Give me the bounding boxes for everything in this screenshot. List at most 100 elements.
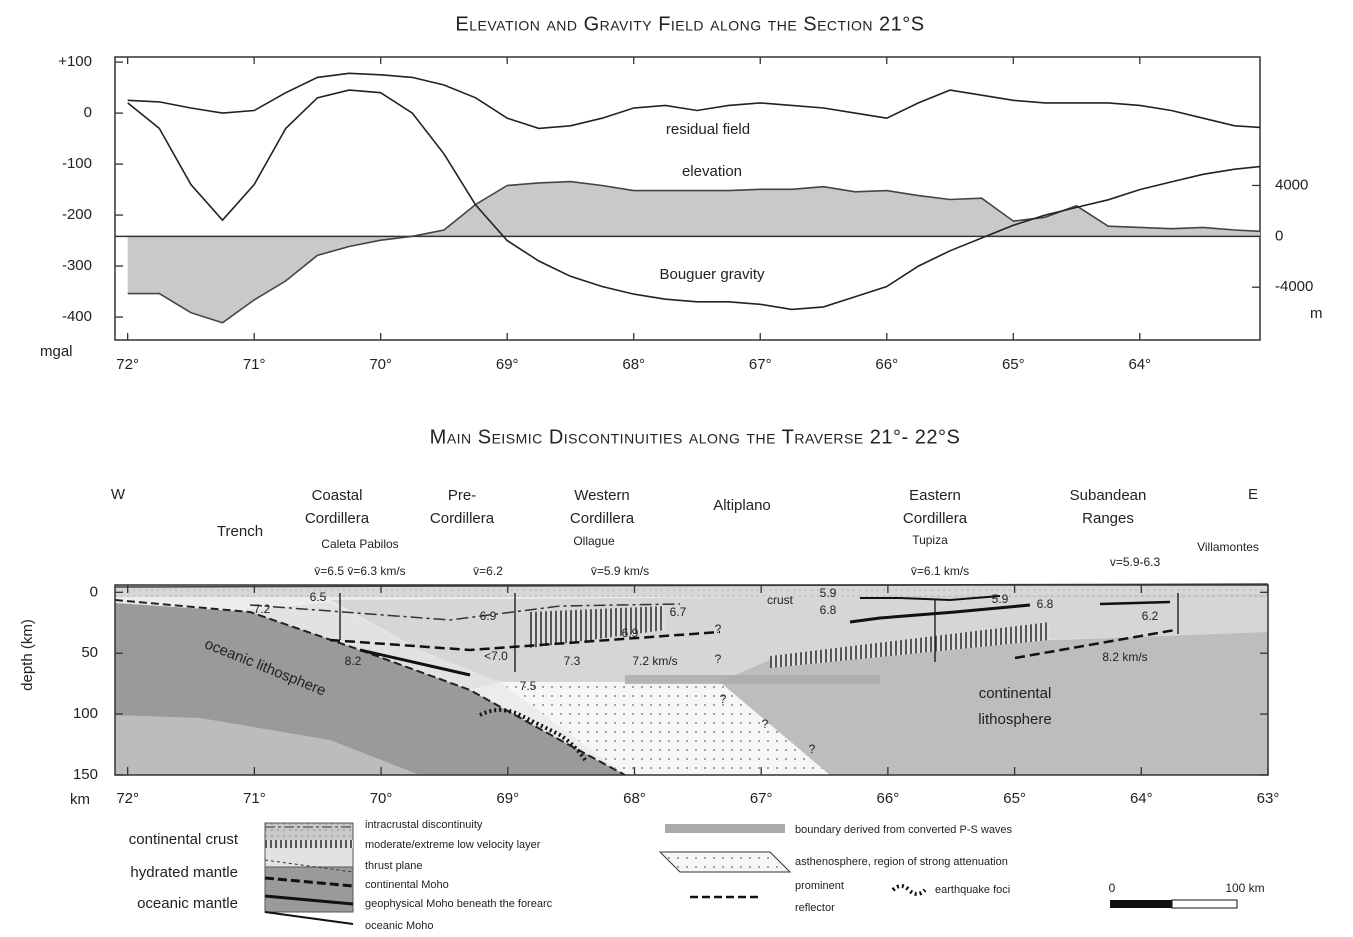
legend-label: geophysical Moho beneath the forearc — [365, 898, 553, 910]
y-tick-label: 50 — [81, 644, 98, 661]
legend-label: moderate/extreme low velocity layer — [365, 839, 541, 851]
y-tick-label: 0 — [84, 104, 92, 121]
x-tick-label: 67° — [749, 356, 772, 373]
x-tick-label: 68° — [622, 356, 645, 373]
x-tick-label: 64° — [1130, 790, 1153, 807]
legend-label: oceanic Moho — [365, 920, 434, 932]
region-label: Cordillera — [570, 510, 635, 527]
figure: Elevation and Gravity Field along the Se… — [0, 0, 1353, 937]
region-label: Cordillera — [903, 510, 968, 527]
y-tick-label: -200 — [62, 206, 92, 223]
annotation: 7.2 km/s — [632, 654, 677, 668]
annotation: crust — [767, 593, 794, 607]
region-label: Cordillera — [430, 510, 495, 527]
y2-axis-unit: m — [1310, 305, 1323, 322]
annotation: 7.5 — [520, 679, 537, 693]
annotation: ? — [762, 717, 769, 731]
region-label: Ranges — [1082, 510, 1134, 527]
legend-label: boundary derived from converted P-S wave… — [795, 824, 1013, 836]
scale-bar — [1110, 900, 1172, 908]
y2-tick-label: 0 — [1275, 227, 1283, 244]
body-label: lithosphere — [978, 711, 1051, 728]
annotation: 6.2 — [1142, 609, 1159, 623]
y-tick-label: -400 — [62, 308, 92, 325]
x-tick-label: 71° — [243, 790, 266, 807]
annotation: 6.7 — [670, 605, 687, 619]
annotation: v̄=5.9 km/s — [591, 564, 649, 578]
y2-tick-label: 4000 — [1275, 176, 1308, 193]
legend-swatch — [665, 824, 785, 833]
series-label: residual field — [666, 121, 750, 138]
x-tick-label: 66° — [875, 356, 898, 373]
chart-title: Elevation and Gravity Field along the Se… — [455, 13, 924, 35]
legend-label: continental crust — [129, 831, 239, 848]
annotation: v̄=6.1 km/s — [911, 564, 969, 578]
annotation: 6.9 — [622, 626, 639, 640]
legend-label: earthquake foci — [935, 884, 1010, 896]
region-label: Pre- — [448, 487, 476, 504]
legend-swatch — [660, 852, 790, 872]
x-tick-label: 67° — [750, 790, 773, 807]
x-tick-label: 65° — [1002, 356, 1025, 373]
side-label: E — [1248, 486, 1258, 503]
x-tick-label: 71° — [243, 356, 266, 373]
annotation: 5.9 — [820, 586, 837, 600]
legend-swatch — [265, 867, 353, 912]
body-label: continental — [979, 685, 1052, 702]
legend-swatch — [265, 912, 353, 924]
annotation: ? — [715, 652, 722, 666]
legend-label: thrust plane — [365, 860, 422, 872]
legend-label: hydrated mantle — [130, 864, 238, 881]
annotation: <7.0 — [484, 649, 508, 663]
annotation: v̄=6.2 — [473, 564, 503, 578]
y-tick-label: 150 — [73, 766, 98, 783]
y-tick-label: 100 — [73, 705, 98, 722]
x-tick-label: 69° — [496, 790, 519, 807]
legend-label: prominent — [795, 880, 844, 892]
annotation: 6.8 — [1037, 597, 1054, 611]
annotation: 7.2 — [254, 602, 271, 616]
y-tick-label: +100 — [58, 53, 92, 70]
place-label: Caleta Pabilos — [321, 537, 398, 551]
annotation: 6.9 — [480, 609, 497, 623]
x-tick-label: 70° — [370, 790, 393, 807]
region-label: Coastal — [312, 487, 363, 504]
annotation: 7.3 — [564, 654, 581, 668]
y-axis-unit: mgal — [40, 343, 73, 360]
region-label: Trench — [217, 523, 263, 540]
legend-label: intracrustal discontinuity — [365, 819, 483, 831]
region-label: Eastern — [909, 487, 961, 504]
ps-boundary — [625, 675, 880, 684]
annotation: 6.8 — [820, 603, 837, 617]
annotation: v=5.9-6.3 — [1110, 555, 1161, 569]
place-label: Tupiza — [912, 533, 948, 547]
place-label: Villamontes — [1197, 540, 1259, 554]
annotation: 6.5 — [310, 590, 327, 604]
x-tick-label: 64° — [1128, 356, 1151, 373]
x-tick-label: 66° — [877, 790, 900, 807]
annotation: ? — [720, 692, 727, 706]
region-label: Western — [574, 487, 630, 504]
x-tick-label: 72° — [116, 356, 139, 373]
x-tick-label: 65° — [1003, 790, 1026, 807]
y-tick-label: -300 — [62, 257, 92, 274]
x-tick-label: 68° — [623, 790, 646, 807]
x-tick-label: 69° — [496, 356, 519, 373]
y2-tick-label: -4000 — [1275, 278, 1313, 295]
annotation: 5.9 — [992, 592, 1009, 606]
scale-bar — [1172, 900, 1237, 908]
y-tick-label: 0 — [90, 583, 98, 600]
x-tick-label: 72° — [116, 790, 139, 807]
region-label: Subandean — [1070, 487, 1147, 504]
legend-label: oceanic mantle — [137, 895, 238, 912]
legend-swatch — [265, 840, 353, 848]
legend-label: continental Moho — [365, 879, 449, 891]
scale-label: 100 km — [1225, 881, 1264, 895]
scale-label: 0 — [1109, 881, 1116, 895]
region-label: Cordillera — [305, 510, 370, 527]
annotation: 8.2 km/s — [1102, 650, 1147, 664]
x-axis-unit: km — [70, 791, 90, 808]
legend-label: asthenosphere, region of strong attenuat… — [795, 856, 1008, 868]
x-tick-label: 70° — [369, 356, 392, 373]
chart-title: Main Seismic Discontinuities along the T… — [430, 426, 961, 448]
